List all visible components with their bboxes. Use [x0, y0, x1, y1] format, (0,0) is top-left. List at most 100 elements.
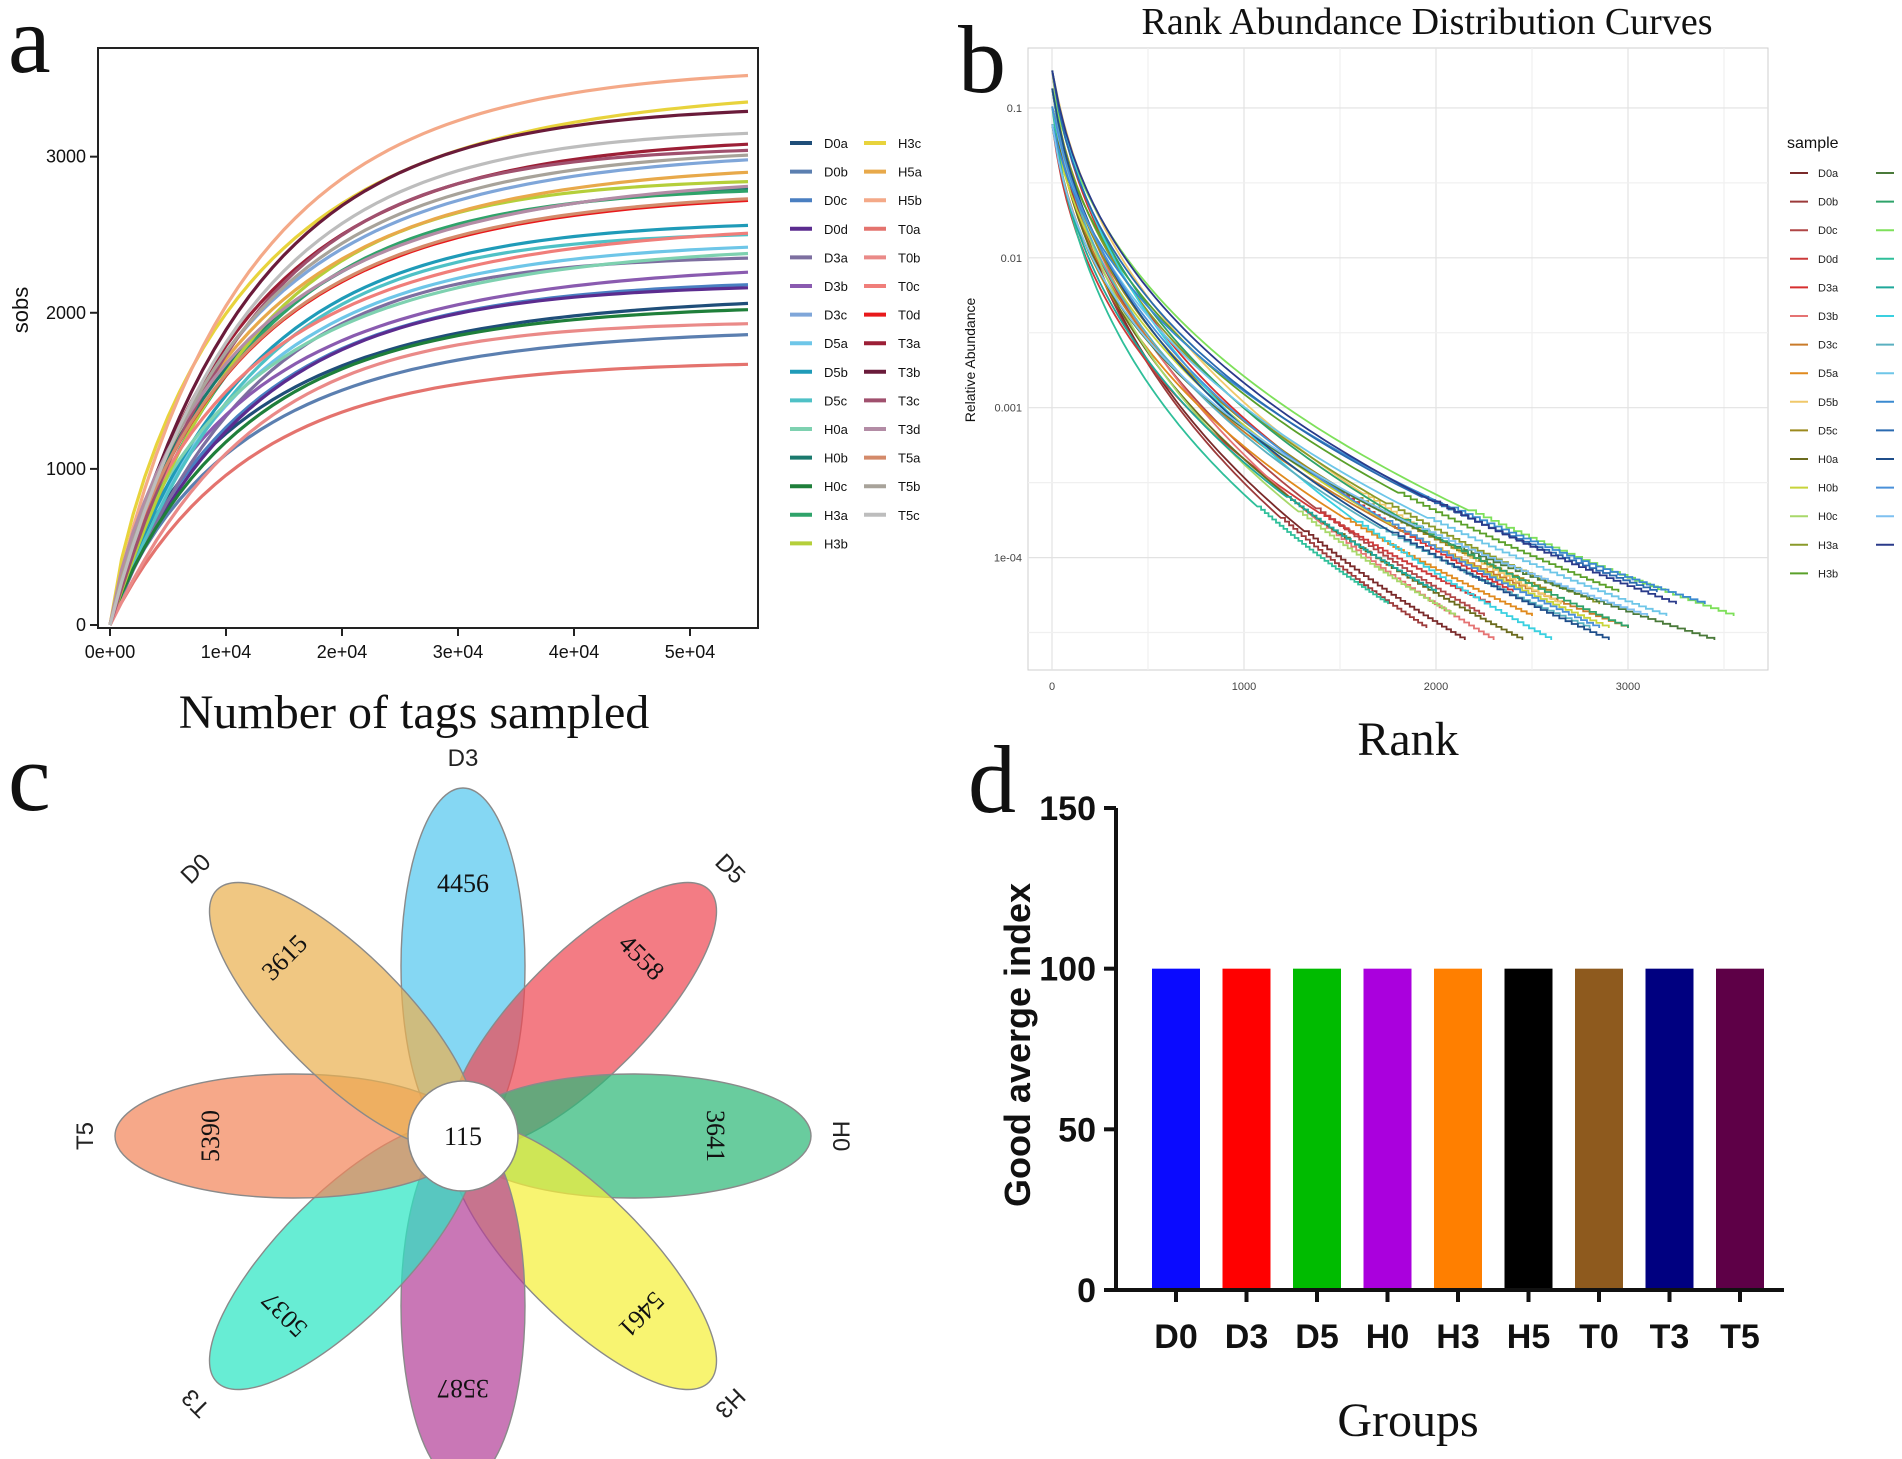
- panel-d-ylabel: Good averge index: [997, 883, 1038, 1207]
- legend-label-T0d: T0d: [898, 308, 920, 323]
- b-legend-label-H0b: H0b: [1818, 483, 1838, 495]
- panel-b-rank-abundance-chart: Rank Abundance Distribution Curves 0 1000…: [962, 1, 1894, 766]
- bar-T3: [1645, 968, 1694, 1290]
- legend-label-D5c: D5c: [824, 393, 848, 408]
- panel-b-curves: [1051, 70, 1735, 640]
- b-x-tick-label: 1000: [1232, 681, 1256, 693]
- b-y-tick-label: 0.001: [994, 403, 1022, 415]
- legend-label-D3c: D3c: [824, 308, 848, 323]
- x-tick-label: 0e+00: [85, 642, 136, 662]
- curve-H0c: [108, 308, 749, 626]
- petal-H3: 5461: [449, 1122, 718, 1391]
- panel-label-c: c: [8, 724, 51, 831]
- b-x-tick-label: 3000: [1616, 681, 1640, 693]
- venn-core-value: 115: [444, 1122, 482, 1151]
- legend-label-T5b: T5b: [898, 479, 920, 494]
- bar-category-label-D3: D3: [1225, 1318, 1268, 1356]
- petal-value-D3: 4456: [437, 869, 489, 898]
- y-tick-label: 3000: [46, 147, 86, 167]
- curve-D3b: [108, 270, 749, 626]
- rank-curve-H0c: [1051, 70, 1457, 616]
- rank-curve-D0d: [1051, 124, 1491, 605]
- legend-label-T0c: T0c: [898, 279, 920, 294]
- curve-T3c: [108, 148, 749, 626]
- panel-b-grid: [1028, 48, 1768, 670]
- bar-category-label-H5: H5: [1507, 1318, 1550, 1356]
- rank-curve-D5a: [1051, 124, 1533, 616]
- panel-b-legend: D0a D0b D0c D0d D3a D3b D3c D5a D5b D5c H0a H0b H0c H…: [1790, 168, 1894, 580]
- curve-T0a: [108, 362, 749, 626]
- curve-T5b: [108, 153, 749, 626]
- bar-H3: [1434, 968, 1482, 1290]
- b-legend-label-D0d: D0d: [1818, 254, 1838, 266]
- rank-curve-T3b: [1051, 124, 1706, 605]
- petal-label-D0: D0: [176, 849, 217, 890]
- legend-label-H5b: H5b: [898, 193, 922, 208]
- b-legend-label-D0b: D0b: [1818, 197, 1838, 209]
- b-legend-label-D0a: D0a: [1818, 168, 1839, 180]
- legend-label-T0b: T0b: [898, 250, 920, 265]
- b-legend-label-D3b: D3b: [1818, 311, 1838, 323]
- rank-curve-T5c: [1051, 70, 1677, 605]
- petal-label-D3: D3: [448, 745, 479, 772]
- bar-category-label-T5: T5: [1720, 1318, 1760, 1356]
- legend-label-D3a: D3a: [824, 250, 849, 265]
- b-legend-label-D5b: D5b: [1818, 397, 1838, 409]
- b-x-tick-label: 2000: [1424, 681, 1448, 693]
- petal-value-T5: 5390: [196, 1110, 225, 1162]
- b-x-tick-label: 0: [1049, 681, 1055, 693]
- panel-d-axes: 0 50 100 150: [1039, 790, 1784, 1310]
- d-y-tick-label: 50: [1058, 1111, 1096, 1149]
- curve-T3d: [108, 184, 749, 626]
- legend-label-T5a: T5a: [898, 451, 921, 466]
- rank-curve-T0c: [1051, 70, 1553, 640]
- legend-label-D0d: D0d: [824, 222, 848, 237]
- curve-H5b: [108, 73, 749, 626]
- legend-label-D0a: D0a: [824, 136, 849, 151]
- bar-D3: [1222, 968, 1271, 1290]
- bar-category-label-H3: H3: [1436, 1318, 1479, 1356]
- b-legend-label-H0c: H0c: [1818, 511, 1838, 523]
- rank-curve-T3d: [1051, 88, 1610, 640]
- legend-label-T3a: T3a: [898, 336, 921, 351]
- b-legend-label-D3c: D3c: [1818, 340, 1838, 352]
- panel-a-xlabel: Number of tags sampled: [179, 686, 650, 739]
- curve-T3b: [108, 109, 749, 626]
- rank-curve-D5b: [1051, 70, 1562, 605]
- panel-a-rarefaction-chart: 0e+00 1e+04 2e+04 3e+04 4e+04 5e+04 0 1000 2000 3…: [8, 47, 923, 739]
- bar-T5: [1716, 968, 1764, 1290]
- panel-a-axes: 0e+00 1e+04 2e+04 3e+04 4e+04 5e+04 0 1000 2000 3…: [46, 147, 715, 662]
- venn-core-circle: [407, 1080, 519, 1192]
- curve-T5c: [108, 131, 749, 626]
- b-legend-label-H3b: H3b: [1818, 568, 1838, 580]
- panel-b-axes: 0 1000 2000 3000 0.1 0.01 0.001 1e-04: [994, 103, 1640, 693]
- b-y-tick-label: 0.01: [1001, 253, 1022, 265]
- legend-label-T0a: T0a: [898, 222, 921, 237]
- legend-label-T3d: T3d: [898, 422, 920, 437]
- panel-d-bars: D0 D3 D5 H0 H3 H5 T0 T3 T5: [1152, 968, 1764, 1356]
- d-y-tick-label: 150: [1039, 790, 1096, 828]
- panel-d-bar-chart: D0 D3 D5 H0 H3 H5 T0 T3 T5 0 50 100 150 Groups Good…: [997, 790, 1784, 1447]
- panel-b-title: Rank Abundance Distribution Curves: [1142, 1, 1713, 43]
- bar-category-label-H0: H0: [1366, 1318, 1409, 1356]
- curve-D5b: [108, 223, 749, 626]
- b-y-tick-label: 1e-04: [994, 553, 1022, 565]
- x-tick-label: 1e+04: [201, 642, 252, 662]
- petal-T3: 5037: [208, 1122, 477, 1391]
- legend-label-H5a: H5a: [898, 165, 923, 180]
- d-y-tick-label: 100: [1039, 951, 1096, 989]
- legend-label-T3b: T3b: [898, 365, 920, 380]
- legend-label-H3c: H3c: [898, 136, 922, 151]
- rank-curve-T3a: [1051, 106, 1668, 616]
- petal-value-H0: 3641: [701, 1110, 730, 1162]
- plot-b-panel: [1027, 47, 1769, 671]
- y-tick-label: 0: [76, 615, 86, 635]
- b-legend-label-H3a: H3a: [1818, 540, 1839, 552]
- x-tick-label: 3e+04: [433, 642, 484, 662]
- legend-label-H3b: H3b: [824, 536, 848, 551]
- rank-curve-T0a: [1051, 106, 1389, 605]
- x-tick-label: 2e+04: [317, 642, 368, 662]
- petal-D5: 4558: [449, 881, 718, 1150]
- panel-label-b: b: [958, 6, 1006, 113]
